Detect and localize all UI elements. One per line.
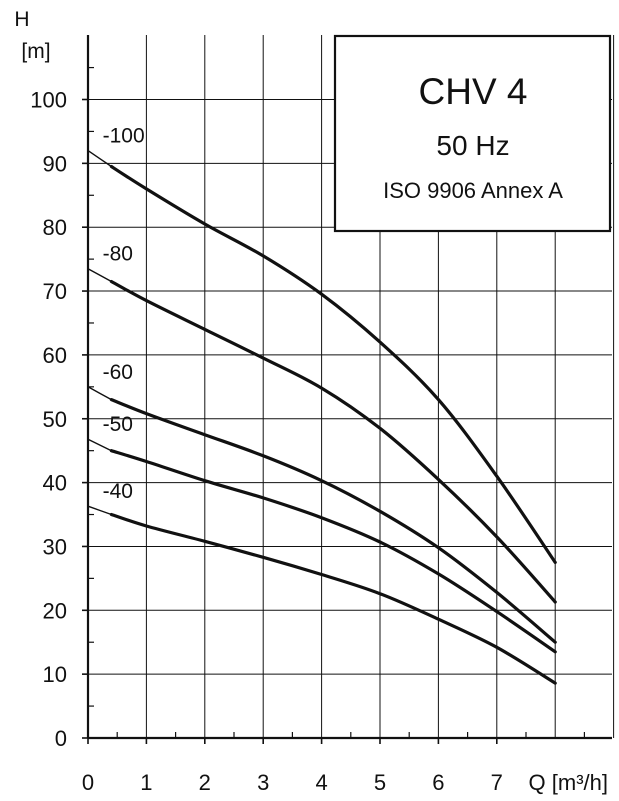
y-tick-label: 20 [43, 598, 67, 623]
curves [87, 150, 557, 685]
series-label: -100 [103, 125, 145, 148]
chart-note: ISO 9906 Annex A [383, 178, 563, 203]
curve-series [109, 398, 557, 644]
curve-series [109, 449, 557, 654]
series-label: -80 [103, 243, 133, 266]
series-labels: -100 -80 -60 -50 -40 [103, 125, 145, 504]
x-tick-label: 4 [315, 770, 327, 795]
x-tick-label: 3 [257, 770, 269, 795]
title-box-frame [333, 34, 612, 233]
x-tick-labels: 0 1 2 3 4 5 6 7 [82, 738, 503, 795]
curve-series [109, 279, 557, 604]
series-label: -60 [103, 361, 133, 384]
y-tick-label: 60 [43, 343, 67, 368]
y-axis-symbol: H [14, 8, 29, 31]
curve-shutoff-segment [87, 386, 112, 401]
x-tick-label: 2 [199, 770, 211, 795]
y-tick-label: 90 [43, 151, 67, 176]
x-tick-label: 7 [491, 770, 503, 795]
y-tick-label: 30 [43, 534, 67, 559]
curve-shutoff-segment [87, 150, 112, 168]
chart-title: CHV 4 [419, 71, 528, 112]
x-tick-label: 0 [82, 770, 94, 795]
title-box: CHV 4 50 Hz ISO 9906 Annex A [333, 34, 612, 233]
y-axis-unit: [m] [21, 40, 50, 63]
curve-series [109, 512, 557, 685]
y-tick-label: 0 [55, 726, 67, 751]
x-tick-label: 1 [140, 770, 152, 795]
x-tick-label: 6 [432, 770, 444, 795]
y-tick-label: 50 [43, 407, 67, 432]
y-tick-label: 70 [43, 279, 67, 304]
curve-shutoff-segment [87, 268, 112, 283]
y-tick-labels: 0 10 20 30 40 50 60 70 80 90 100 [30, 88, 88, 751]
curve-series [109, 164, 557, 564]
x-axis-title: Q [m³/h] [529, 770, 608, 795]
chart-subtitle: 50 Hz [436, 130, 509, 161]
series-label: -40 [103, 480, 133, 503]
y-tick-label: 10 [43, 662, 67, 687]
y-tick-label: 40 [43, 471, 67, 496]
x-tick-label: 5 [374, 770, 386, 795]
curve-shutoff-segment [87, 505, 112, 516]
curve-shutoff-segment [87, 438, 112, 452]
y-tick-label: 80 [43, 215, 67, 240]
y-tick-label: 100 [30, 88, 67, 113]
series-label: -50 [103, 413, 133, 436]
